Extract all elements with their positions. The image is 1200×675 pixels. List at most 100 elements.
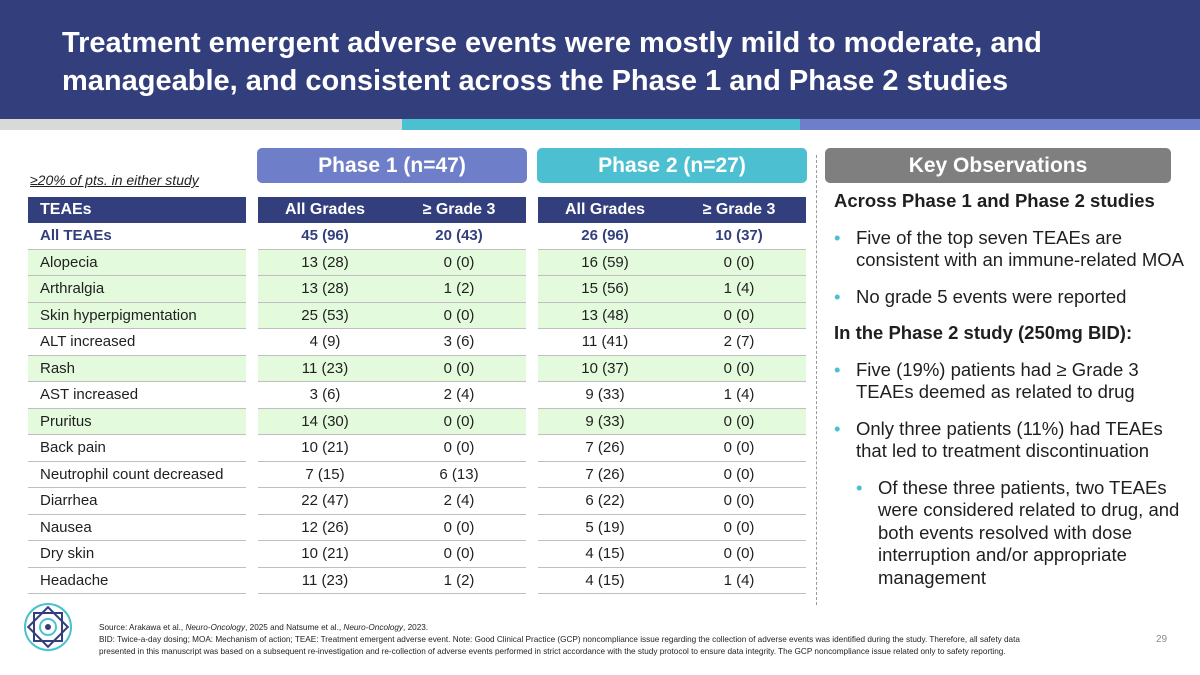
phase2-row: 6 (22) 0 (0) <box>538 488 806 515</box>
phase2-cell-p2-g3: 10 (37) <box>715 227 763 244</box>
journal-name-1: Neuro-Oncology <box>185 623 246 632</box>
phase1-cell-p1-all: 22 (47) <box>301 492 349 509</box>
phase2-row: 5 (19) 0 (0) <box>538 515 806 541</box>
phase2-cell-p2-all: 4 (15) <box>585 571 625 589</box>
phase1-cell-p1-g3: 0 (0) <box>443 306 475 324</box>
teae-row: Back pain <box>28 435 246 462</box>
phase1-row: 13 (28) 0 (0) <box>258 249 526 276</box>
phase2-cell-p2-g3: 0 (0) <box>723 412 755 430</box>
phase1-cell-p1-g3: 2 (4) <box>443 492 475 509</box>
phase2-row: 16 (59) 0 (0) <box>538 249 806 276</box>
phase2-cell-p2-g3: 0 (0) <box>723 359 755 377</box>
teae-cell-name: Pruritus <box>40 412 92 430</box>
phase2-row: 9 (33) 0 (0) <box>538 408 806 435</box>
journal-name-2: Neuro-Oncology <box>343 623 404 632</box>
phase1-cell-p1-all: 10 (21) <box>301 439 349 456</box>
phase1-row: 10 (21) 0 (0) <box>258 541 526 568</box>
observation-bullet-2: • No grade 5 events were reported <box>834 286 1184 309</box>
phase2-cell-p2-g3: 1 (4) <box>723 571 755 589</box>
teae-cell-name: Headache <box>40 571 109 589</box>
phase1-cell-p1-all: 4 (9) <box>309 333 341 350</box>
phase1-row: 22 (47) 2 (4) <box>258 488 526 515</box>
phase1-row: 10 (21) 0 (0) <box>258 435 526 462</box>
teae-header-row: TEAEs <box>28 197 246 223</box>
phase2-row: 9 (33) 1 (4) <box>538 382 806 409</box>
phase2-cell-p2-all: 7 (26) <box>585 465 625 483</box>
phase1-cell-p1-all: 3 (6) <box>309 386 341 403</box>
phase2-cell-p2-all: 13 (48) <box>581 306 629 324</box>
phase2-row: 7 (26) 0 (0) <box>538 462 806 488</box>
teae-row: All TEAEs <box>28 223 246 250</box>
phase2-cell-p2-g3: 0 (0) <box>723 465 755 483</box>
phase2-row: 4 (15) 1 (4) <box>538 568 806 594</box>
phase2-row: 26 (96) 10 (37) <box>538 223 806 250</box>
teae-row: Pruritus <box>28 408 246 435</box>
teae-row: Nausea <box>28 515 246 541</box>
phase1-cell-p1-all: 13 (28) <box>301 253 349 271</box>
phase2-row: 11 (41) 2 (7) <box>538 329 806 356</box>
teae-row: Neutrophil count decreased <box>28 462 246 488</box>
phase2-cell-p2-g3: 1 (4) <box>723 280 755 297</box>
phase1-cell-p1-all: 10 (21) <box>301 545 349 562</box>
teae-row: ALT increased <box>28 329 246 356</box>
phase1-row: 25 (53) 0 (0) <box>258 302 526 329</box>
phase1-cell-p1-all: 11 (23) <box>301 359 349 377</box>
teae-row: AST increased <box>28 382 246 409</box>
phase2-cell-p2-g3: 0 (0) <box>723 306 755 324</box>
observation-bullet-4: • Only three patients (11%) had TEAEs th… <box>834 418 1184 463</box>
key-observations: Across Phase 1 and Phase 2 studies • Fiv… <box>834 190 1184 597</box>
phase1-row: 3 (6) 2 (4) <box>258 382 526 409</box>
teae-cell-name: Diarrhea <box>40 492 98 509</box>
column-divider <box>816 155 817 605</box>
phase2-cell-p2-g3: 0 (0) <box>723 492 755 509</box>
source-suffix: , 2023. <box>403 623 429 632</box>
teae-row: Skin hyperpigmentation <box>28 302 246 329</box>
phase2-row: 15 (56) 1 (4) <box>538 276 806 303</box>
phase2-cell-p2-all: 4 (15) <box>585 545 625 562</box>
phase2-cell-p2-g3: 2 (7) <box>723 333 755 350</box>
source-prefix: Source: Arakawa et al., <box>99 623 186 632</box>
phase2-cell-p2-all: 9 (33) <box>585 386 625 403</box>
observation-bullet-4-text: Only three patients (11%) had TEAEs that… <box>856 417 1163 462</box>
phase1-cell-p1-g3: 0 (0) <box>443 253 475 271</box>
phase2-cell-p2-g3: 0 (0) <box>723 439 755 456</box>
teae-cell-name: AST increased <box>40 386 139 403</box>
bullet-icon: • <box>834 417 841 439</box>
phase1-row: 12 (26) 0 (0) <box>258 515 526 541</box>
teae-cell-name: All TEAEs <box>40 227 112 244</box>
phase1-row: 45 (96) 20 (43) <box>258 223 526 250</box>
phase2-cell-p2-all: 16 (59) <box>581 253 629 271</box>
footnote: Source: Arakawa et al., Neuro-Oncology, … <box>99 622 1039 658</box>
phase2-cell-p2-all: 6 (22) <box>585 492 625 509</box>
teae-column-header: TEAEs <box>40 201 92 218</box>
bullet-icon: • <box>856 476 863 498</box>
accent-bar-teal <box>402 119 800 130</box>
teae-row: Rash <box>28 355 246 382</box>
observation-bullet-3-text: Five (19%) patients had ≥ Grade 3 TEAEs … <box>856 358 1139 403</box>
teae-cell-name: Back pain <box>40 439 106 456</box>
key-observations-header: Key Observations <box>825 148 1171 183</box>
phase1-cell-p1-all: 45 (96) <box>301 227 349 244</box>
threshold-note: ≥20% of pts. in either study <box>30 172 199 188</box>
phase1-cell-p1-g3: 0 (0) <box>443 359 475 377</box>
phase1-header-row: All Grades ≥ Grade 3 <box>258 197 526 223</box>
phase1-grade3-header: ≥ Grade 3 <box>422 201 496 218</box>
phase1-cell-p1-g3: 2 (4) <box>443 386 475 403</box>
phase1-cell-p1-all: 25 (53) <box>301 306 349 324</box>
teae-cell-name: Arthralgia <box>40 280 105 297</box>
accent-bar-blue <box>800 119 1200 130</box>
abbreviation-notes: BID: Twice-a-day dosing; MOA: Mechanism … <box>99 635 1020 656</box>
teae-names-table: TEAEs All TEAEs Alopecia Arthralgia Skin hy… <box>28 197 246 594</box>
observation-bullet-1-text: Five of the top seven TEAEs are consiste… <box>856 226 1184 271</box>
phase1-cell-p1-g3: 0 (0) <box>443 412 475 430</box>
phase1-row: 11 (23) 0 (0) <box>258 355 526 382</box>
phase1-cell-p1-g3: 6 (13) <box>439 465 479 483</box>
teae-cell-name: Neutrophil count decreased <box>40 465 224 483</box>
phase2-row: 4 (15) 0 (0) <box>538 541 806 568</box>
teae-cell-name: Alopecia <box>40 253 98 271</box>
teae-cell-name: Rash <box>40 359 76 377</box>
phase2-header: Phase 2 (n=27) <box>537 148 807 183</box>
source-mid: , 2025 and Natsume et al., <box>245 623 344 632</box>
teae-cell-name: Nausea <box>40 518 92 536</box>
teae-cell-name: Dry skin <box>40 545 95 562</box>
